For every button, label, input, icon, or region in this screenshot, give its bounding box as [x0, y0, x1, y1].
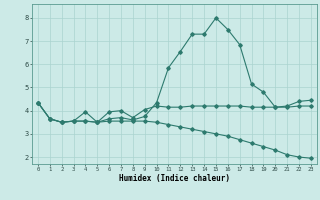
X-axis label: Humidex (Indice chaleur): Humidex (Indice chaleur)	[119, 174, 230, 183]
